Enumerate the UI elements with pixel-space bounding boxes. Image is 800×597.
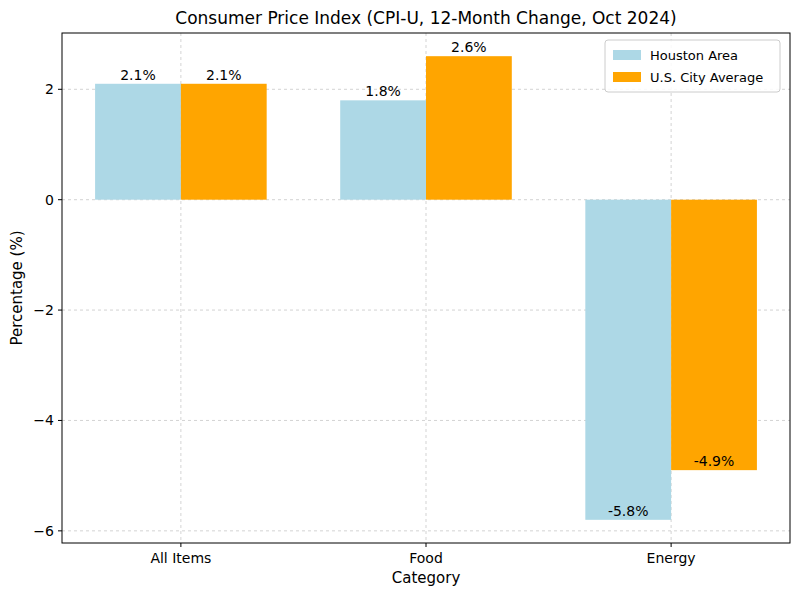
x-tick <box>671 543 672 547</box>
chart-title: Consumer Price Index (CPI-U, 12-Month Ch… <box>175 8 676 28</box>
y-axis-label: Percentage (%) <box>8 230 26 345</box>
chart-svg: 2.1% 1.8% -5.8% 2.1% 2.6% -4.9% −6 −4 −2 0 2 All It… <box>0 0 800 597</box>
bar <box>181 84 267 200</box>
legend-swatch <box>613 50 641 60</box>
data-label: 2.1% <box>120 67 156 83</box>
grid <box>62 33 790 543</box>
x-tick-label: Energy <box>647 550 696 566</box>
y-tick <box>58 530 62 531</box>
bars <box>95 56 757 520</box>
y-tick-label: 2 <box>45 81 54 97</box>
x-tick-label: All Items <box>150 550 211 566</box>
chart-container: 2.1% 1.8% -5.8% 2.1% 2.6% -4.9% −6 −4 −2 0 2 All It… <box>0 0 800 597</box>
plot-frame <box>62 33 790 543</box>
legend: Houston Area U.S. City Average <box>605 40 780 92</box>
legend-label: U.S. City Average <box>650 70 763 85</box>
legend-label: Houston Area <box>650 48 738 63</box>
bar <box>671 200 757 470</box>
data-label: 2.1% <box>206 67 242 83</box>
y-tick-label: −4 <box>33 412 54 428</box>
axes: −6 −4 −2 0 2 All Items Food Energy <box>33 33 790 566</box>
data-label: -4.9% <box>694 453 735 469</box>
bar <box>585 200 671 520</box>
bar <box>340 100 426 199</box>
data-labels: 2.1% 1.8% -5.8% 2.1% 2.6% -4.9% <box>120 39 734 519</box>
y-tick <box>58 199 62 200</box>
bar <box>95 84 181 200</box>
bar <box>426 56 512 200</box>
y-tick <box>58 420 62 421</box>
x-tick <box>426 543 427 547</box>
x-tick <box>180 543 181 547</box>
x-axis-label: Category <box>392 569 461 587</box>
x-tick-label: Food <box>409 550 443 566</box>
y-tick-label: −2 <box>33 302 54 318</box>
data-label: -5.8% <box>608 503 649 519</box>
y-tick <box>58 310 62 311</box>
y-tick <box>58 89 62 90</box>
data-label: 1.8% <box>365 83 401 99</box>
legend-swatch <box>613 72 641 82</box>
legend-box <box>605 40 780 92</box>
data-label: 2.6% <box>451 39 487 55</box>
y-tick-label: 0 <box>45 192 54 208</box>
y-tick-label: −6 <box>33 523 54 539</box>
